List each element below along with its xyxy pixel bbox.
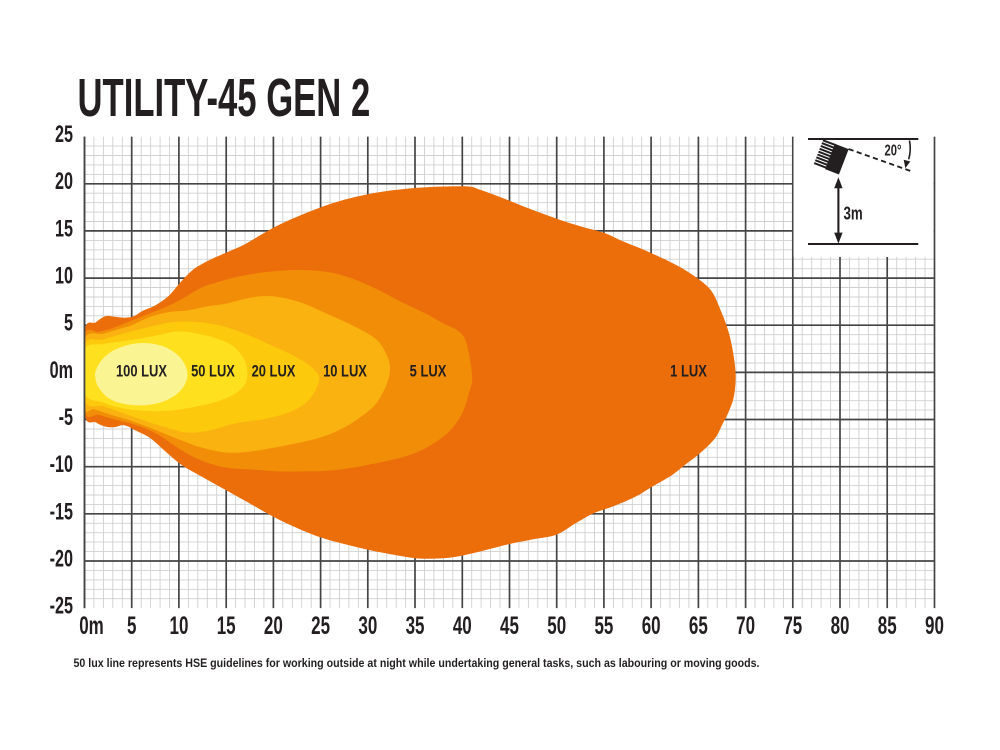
svg-text:10 LUX: 10 LUX: [323, 363, 367, 381]
svg-text:-25: -25: [50, 592, 73, 619]
svg-text:50: 50: [547, 612, 566, 640]
svg-text:20: 20: [55, 168, 73, 195]
svg-text:5: 5: [64, 310, 73, 337]
svg-text:100 LUX: 100 LUX: [116, 363, 167, 381]
svg-text:20°: 20°: [885, 140, 902, 159]
svg-text:5: 5: [127, 612, 137, 640]
svg-text:30: 30: [358, 612, 377, 640]
svg-text:15: 15: [55, 215, 73, 242]
svg-text:UTILITY-45 GEN 2: UTILITY-45 GEN 2: [78, 67, 371, 128]
svg-text:-10: -10: [50, 451, 73, 478]
svg-text:10: 10: [55, 262, 73, 289]
svg-text:0m: 0m: [50, 357, 73, 384]
svg-text:15: 15: [217, 612, 236, 640]
svg-text:55: 55: [594, 612, 613, 640]
svg-text:-5: -5: [59, 404, 73, 431]
svg-text:0m: 0m: [79, 612, 104, 640]
svg-text:60: 60: [642, 612, 661, 640]
svg-text:20: 20: [264, 612, 283, 640]
svg-text:-20: -20: [50, 545, 73, 572]
svg-text:25: 25: [311, 612, 330, 640]
svg-text:25: 25: [55, 121, 73, 148]
svg-text:45: 45: [500, 612, 519, 640]
svg-text:3m: 3m: [844, 203, 863, 224]
svg-text:70: 70: [736, 612, 755, 640]
svg-text:40: 40: [453, 612, 472, 640]
svg-text:90: 90: [925, 612, 944, 640]
svg-text:1 LUX: 1 LUX: [670, 363, 707, 381]
svg-text:5 LUX: 5 LUX: [410, 363, 447, 381]
svg-text:85: 85: [878, 612, 897, 640]
svg-text:-15: -15: [50, 498, 73, 525]
svg-text:65: 65: [689, 612, 708, 640]
svg-text:80: 80: [831, 612, 850, 640]
svg-text:50 LUX: 50 LUX: [191, 363, 235, 381]
svg-text:35: 35: [406, 612, 425, 640]
svg-text:75: 75: [783, 612, 802, 640]
svg-text:50 lux line represents HSE gui: 50 lux line represents HSE guidelines fo…: [74, 658, 760, 670]
svg-text:10: 10: [169, 612, 188, 640]
svg-text:20 LUX: 20 LUX: [252, 363, 296, 381]
